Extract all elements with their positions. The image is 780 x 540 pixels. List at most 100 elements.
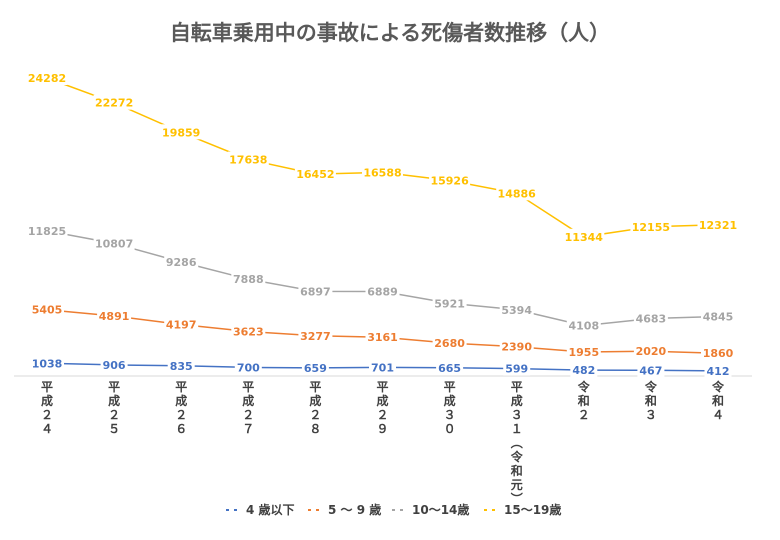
data-label-bg — [429, 172, 471, 188]
data-label-bg — [93, 94, 135, 110]
data-label: 906 — [103, 359, 126, 372]
x-tick-label: 平成３１︵令和元︶ — [510, 380, 524, 506]
data-label-bg — [234, 359, 262, 375]
x-tick-label: 平成２９ — [376, 380, 388, 436]
data-label-bg — [365, 329, 400, 345]
x-tick-label: 平成２６ — [175, 380, 187, 436]
data-label-bg — [298, 327, 333, 343]
series-line — [46, 77, 719, 238]
data-label: 15926 — [430, 175, 469, 188]
data-label: 24282 — [28, 72, 66, 85]
data-label: 5405 — [32, 304, 63, 317]
data-label-bg — [499, 338, 534, 354]
data-label-bg — [231, 323, 266, 339]
data-label-bg — [164, 316, 199, 332]
legend: 4 歳以下 5 ～ 9 歳 10～14歳 15～19歳 — [226, 502, 561, 517]
data-label-bg — [701, 308, 735, 324]
data-labels: 1038 906 835 700 659 701 665 599 482 467 412 5405 48… — [26, 70, 739, 378]
x-tick-label: 令和３ — [644, 379, 658, 422]
legend-entry: 4 歳以下 — [246, 502, 295, 517]
data-label: 3623 — [233, 326, 264, 339]
data-label: 1955 — [568, 346, 599, 359]
data-label: 4891 — [99, 310, 130, 323]
data-label: 4108 — [568, 320, 599, 333]
data-label: 1038 — [32, 357, 63, 370]
data-label: 4845 — [703, 311, 734, 324]
legend-entry: 5 ～ 9 歳 — [328, 502, 381, 517]
data-label: 5394 — [501, 304, 532, 317]
data-label-bg — [362, 164, 403, 180]
data-label: 16588 — [363, 166, 401, 179]
data-label: 6889 — [367, 285, 398, 298]
data-label-bg — [97, 307, 132, 323]
data-label: 665 — [438, 362, 461, 375]
data-label: 4197 — [166, 318, 197, 331]
data-label-bg — [637, 362, 665, 378]
data-label-bg — [369, 359, 396, 375]
data-label: 7888 — [233, 273, 264, 286]
data-label-bg — [365, 283, 400, 299]
data-label-bg — [30, 301, 64, 317]
data-label-bg — [167, 357, 195, 373]
data-label: 19859 — [162, 126, 200, 139]
data-label-bg — [298, 283, 333, 299]
data-label-bg — [227, 151, 269, 167]
data-label-bg — [566, 344, 601, 360]
data-label-bg — [563, 228, 605, 244]
x-tick-label: 平成２８ — [309, 380, 321, 436]
data-label-bg — [26, 70, 68, 85]
data-label-bg — [499, 301, 534, 317]
data-label-bg — [697, 216, 739, 232]
data-label-bg — [294, 166, 336, 182]
data-label: 22272 — [95, 97, 133, 110]
data-label: 14886 — [498, 187, 537, 200]
data-label: 659 — [304, 362, 327, 375]
data-label-bg — [701, 345, 735, 361]
data-label-bg — [704, 362, 732, 378]
data-label-bg — [566, 317, 601, 333]
data-label: 12321 — [699, 219, 737, 232]
x-tick-label: 平成２７ — [242, 380, 254, 436]
data-label-bg — [436, 359, 464, 375]
data-label: 700 — [237, 361, 260, 374]
data-label-bg — [503, 360, 531, 376]
data-label: 12155 — [632, 221, 670, 234]
x-tick-label: 平成２５ — [108, 380, 120, 436]
data-label: 467 — [639, 364, 662, 377]
data-label-bg — [432, 295, 467, 311]
data-label: 3161 — [367, 331, 398, 344]
data-label: 10807 — [95, 237, 133, 250]
data-label-bg — [301, 359, 329, 375]
data-label: 3277 — [300, 330, 331, 343]
data-label: 11825 — [28, 225, 66, 238]
data-label-bg — [630, 218, 672, 234]
x-tick-label: 平成３０ — [444, 380, 456, 436]
x-tick-label: 令和４ — [711, 379, 725, 422]
data-label: 412 — [707, 365, 730, 378]
data-label: 11344 — [565, 231, 604, 244]
data-label: 17638 — [229, 154, 267, 167]
data-label: 701 — [371, 361, 394, 374]
data-label: 6897 — [300, 285, 331, 298]
data-label-bg — [432, 335, 467, 351]
legend-entry: 10～14歳 — [412, 502, 469, 517]
data-label-bg — [633, 343, 668, 359]
data-label: 835 — [170, 360, 193, 373]
data-label: 482 — [572, 364, 595, 377]
data-label-bg — [496, 185, 538, 201]
data-label: 5921 — [434, 297, 465, 310]
chart-title: 自転車乗用中の事故による死傷者数推移（人） — [170, 21, 610, 45]
x-tick-label: 平成２４ — [41, 380, 53, 436]
data-label-bg — [160, 124, 202, 140]
data-label-bg — [231, 271, 266, 287]
x-axis: 平成２４ 平成２５ 平成２６ 平成２７ 平成２８ 平成２９ 平成３０ 平成３１︵令和元︶ 令和２… — [14, 375, 752, 506]
data-label: 2680 — [434, 337, 465, 350]
data-label: 16452 — [296, 168, 334, 181]
data-label-bg — [30, 355, 64, 371]
data-label-bg — [93, 235, 135, 251]
data-label-bg — [570, 362, 598, 378]
data-label: 4683 — [636, 313, 667, 326]
data-label: 2390 — [501, 341, 532, 354]
data-label: 599 — [505, 363, 528, 376]
